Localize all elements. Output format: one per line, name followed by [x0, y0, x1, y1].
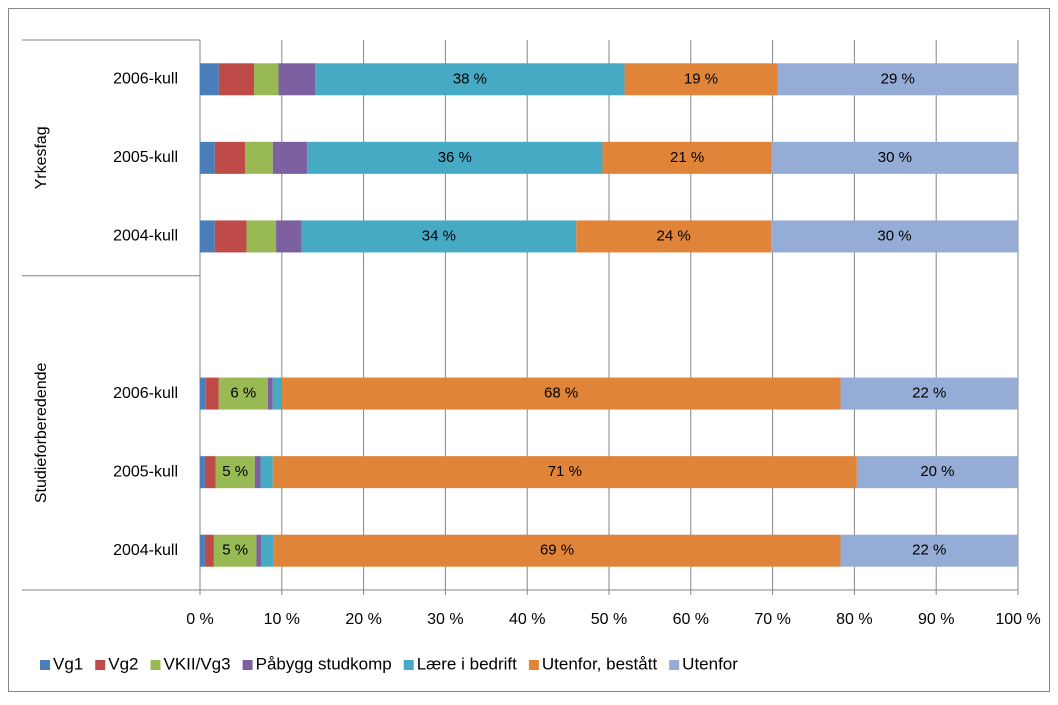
- bar-segment: [624, 63, 778, 96]
- x-tick-label: 60 %: [673, 611, 709, 628]
- chart-frame: [8, 8, 1050, 692]
- category-label: 2006-kull: [113, 71, 178, 88]
- bar-segment: [213, 534, 257, 567]
- bar-segment: [253, 63, 279, 96]
- legend-swatch: [40, 660, 50, 670]
- legend-label: VKII/Vg3: [164, 654, 231, 673]
- bar-segment: [218, 377, 268, 410]
- bar-segment: [244, 141, 273, 174]
- bar-segment: [246, 220, 277, 253]
- bar-segment: [200, 377, 206, 410]
- bar-segment: [214, 141, 245, 174]
- bar-segment: [256, 534, 262, 567]
- bar-segment: [261, 534, 274, 567]
- bar-segment: [204, 456, 216, 489]
- legend-label: Utenfor, bestått: [542, 654, 658, 673]
- data-label: 5 %: [222, 542, 248, 559]
- bar-segment: [260, 456, 273, 489]
- data-label: 22 %: [912, 385, 946, 402]
- data-label: 71 %: [548, 463, 582, 480]
- legend-label: Vg1: [53, 654, 83, 673]
- x-tick-label: 0 %: [186, 611, 214, 628]
- data-label: 30 %: [878, 149, 912, 166]
- legend-swatch: [150, 660, 161, 670]
- bar-segment: [272, 377, 282, 410]
- legend-swatch: [95, 660, 106, 670]
- group-label: Yrkesfag: [33, 126, 50, 189]
- bar-segment: [200, 63, 219, 96]
- x-tick-label: 20 %: [345, 611, 381, 628]
- bar-segment: [273, 534, 841, 567]
- bar-segment: [856, 456, 1018, 489]
- legend-label: Lære i bedrift: [417, 654, 517, 673]
- bar-segment: [301, 220, 577, 253]
- data-label: 22 %: [912, 542, 946, 559]
- data-label: 38 %: [453, 70, 487, 87]
- category-label: 2004-kull: [113, 228, 178, 245]
- data-label: 29 %: [881, 70, 915, 87]
- data-label: 20 %: [920, 463, 954, 480]
- bar-segment: [204, 534, 214, 567]
- bar-segment: [200, 220, 215, 253]
- x-tick-label: 100 %: [995, 611, 1040, 628]
- bar-segment: [214, 220, 247, 253]
- data-label: 5 %: [222, 463, 248, 480]
- bar-segment: [215, 456, 255, 489]
- bar-segment: [771, 141, 1018, 174]
- x-tick-label: 50 %: [591, 611, 627, 628]
- bar-segment: [200, 141, 215, 174]
- data-label: 34 %: [422, 227, 456, 244]
- category-label: 2005-kull: [113, 149, 178, 166]
- bar-segment: [777, 63, 1018, 96]
- bar-segment: [315, 63, 625, 96]
- x-tick-label: 40 %: [509, 611, 545, 628]
- category-label: 2005-kull: [113, 463, 178, 480]
- bar-segment: [576, 220, 771, 253]
- bar-segment: [200, 534, 205, 567]
- data-label: 36 %: [438, 149, 472, 166]
- category-label: 2006-kull: [113, 385, 178, 402]
- legend-swatch: [242, 660, 253, 670]
- bar-segment: [840, 534, 1018, 567]
- group-label: Studieforberedende: [33, 362, 50, 503]
- category-label: 2004-kull: [113, 542, 178, 559]
- legend-label: Påbygg studkomp: [256, 654, 392, 673]
- data-label: 21 %: [670, 149, 704, 166]
- legend-swatch: [528, 660, 539, 670]
- legend-label: Utenfor: [682, 654, 738, 673]
- bar-segment: [272, 141, 308, 174]
- bar-segment: [267, 377, 273, 410]
- x-tick-label: 70 %: [754, 611, 790, 628]
- bar-segment: [254, 456, 261, 489]
- bar-segment: [200, 456, 205, 489]
- bar-segment: [218, 63, 254, 96]
- x-tick-label: 80 %: [836, 611, 872, 628]
- data-label: 30 %: [877, 227, 911, 244]
- bar-segment: [602, 141, 772, 174]
- data-label: 19 %: [684, 70, 718, 87]
- bar-segment: [281, 377, 841, 410]
- bar-segment: [276, 220, 302, 253]
- legend-swatch: [403, 660, 414, 670]
- legend-label: Vg2: [108, 654, 138, 673]
- bar-segment: [205, 377, 219, 410]
- bar-segment: [272, 456, 857, 489]
- bar-segment: [770, 220, 1018, 253]
- data-label: 24 %: [657, 227, 691, 244]
- data-label: 68 %: [544, 385, 578, 402]
- legend-swatch: [669, 660, 680, 670]
- x-tick-label: 90 %: [918, 611, 954, 628]
- bar-segment: [307, 141, 603, 174]
- data-label: 69 %: [540, 542, 574, 559]
- x-tick-label: 30 %: [427, 611, 463, 628]
- data-label: 6 %: [230, 385, 256, 402]
- bar-segment: [840, 377, 1018, 410]
- x-tick-label: 10 %: [264, 611, 300, 628]
- bar-segment: [278, 63, 316, 96]
